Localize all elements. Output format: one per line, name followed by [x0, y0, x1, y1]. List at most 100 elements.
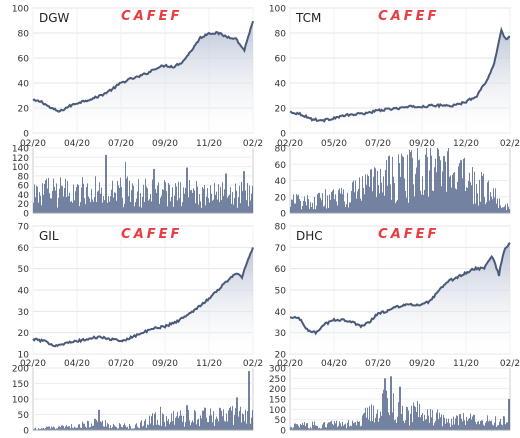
- volume-bar: [402, 156, 403, 213]
- volume-bar: [101, 187, 102, 213]
- volume-bar: [458, 425, 459, 430]
- volume-bar: [450, 175, 451, 213]
- volume-bar: [421, 414, 422, 430]
- volume-bar: [185, 187, 186, 213]
- volume-bar: [440, 417, 441, 430]
- volume-bar: [154, 168, 155, 213]
- volume-bar: [407, 407, 408, 430]
- volume-bar: [370, 421, 371, 430]
- volume-bar: [369, 406, 370, 430]
- volume-bar: [300, 200, 301, 213]
- volume-bar: [421, 194, 422, 213]
- volume-bar: [77, 427, 78, 430]
- volume-bar: [399, 162, 400, 213]
- volume-bar: [68, 426, 69, 430]
- volume-bar: [127, 426, 128, 430]
- volume-bar: [301, 425, 302, 430]
- volume-bar: [50, 428, 51, 430]
- volume-bar: [251, 193, 252, 213]
- volume-bar: [364, 194, 365, 213]
- volume-bar: [121, 426, 122, 430]
- volume-bar: [504, 206, 505, 213]
- volume-bar: [472, 167, 473, 213]
- volume-bar: [438, 149, 439, 213]
- volume-bar: [478, 205, 479, 213]
- volume-bar: [46, 178, 47, 213]
- volume-bar: [456, 415, 457, 430]
- price-y-tick-label: 80: [275, 223, 287, 233]
- volume-bar: [237, 207, 238, 213]
- volume-bar: [223, 409, 224, 430]
- volume-bar: [478, 421, 479, 430]
- volume-bar: [230, 406, 231, 430]
- volume-bar: [475, 203, 476, 213]
- volume-bar: [48, 426, 49, 430]
- x-tick-label: 09/20: [152, 139, 178, 149]
- volume-bar: [40, 428, 41, 430]
- volume-bar: [459, 414, 460, 430]
- volume-bar: [82, 421, 83, 430]
- volume-bar: [433, 191, 434, 213]
- ticker-label: DGW: [39, 11, 70, 25]
- volume-bar: [84, 423, 85, 430]
- volume-bar: [64, 428, 65, 430]
- price-y-tick-label: 70: [275, 244, 287, 254]
- volume-bar: [135, 424, 136, 430]
- volume-bar: [171, 197, 172, 213]
- volume-bar: [312, 202, 313, 213]
- volume-bar: [378, 184, 379, 213]
- volume-bar: [95, 418, 96, 430]
- volume-bar: [72, 202, 73, 213]
- volume-bar: [159, 425, 160, 430]
- volume-bar: [460, 413, 461, 430]
- volume-bar: [476, 424, 477, 430]
- volume-bar: [227, 421, 228, 430]
- volume-bar: [189, 420, 190, 430]
- volume-bar: [34, 184, 35, 213]
- volume-bar: [40, 195, 41, 213]
- volume-bar: [54, 186, 55, 213]
- volume-bar: [387, 398, 388, 430]
- volume-bar: [492, 199, 493, 213]
- volume-bar: [53, 426, 54, 430]
- volume-bar: [134, 428, 135, 430]
- volume-bar: [241, 181, 242, 213]
- volume-bar: [114, 192, 115, 213]
- volume-bar: [128, 428, 129, 430]
- volume-bar: [350, 202, 351, 213]
- volume-bar: [117, 180, 118, 213]
- volume-bar: [344, 201, 345, 213]
- volume-bar: [328, 207, 329, 213]
- volume-bar: [431, 155, 432, 213]
- volume-bar: [136, 423, 137, 430]
- volume-y-tick-label: 60: [275, 161, 287, 171]
- volume-bar: [334, 421, 335, 430]
- volume-bar: [496, 203, 497, 213]
- volume-bar: [482, 420, 483, 430]
- volume-bar: [306, 423, 307, 430]
- volume-bar: [412, 421, 413, 430]
- volume-bar: [54, 427, 55, 430]
- volume-bar: [305, 201, 306, 213]
- volume-bar: [248, 206, 249, 213]
- volume-bar: [293, 194, 294, 213]
- volume-bar: [243, 414, 244, 430]
- volume-bar: [439, 412, 440, 430]
- volume-bar: [198, 418, 199, 430]
- volume-bar: [228, 195, 229, 213]
- volume-bar: [327, 423, 328, 430]
- volume-bar: [62, 425, 63, 430]
- volume-bar: [482, 175, 483, 213]
- volume-bar: [301, 209, 302, 213]
- volume-bar: [150, 194, 151, 213]
- volume-bar: [365, 407, 366, 430]
- volume-bar: [395, 203, 396, 213]
- volume-bar: [202, 187, 203, 213]
- volume-bar: [423, 195, 424, 213]
- volume-bar: [415, 174, 416, 213]
- volume-bar: [427, 409, 428, 430]
- volume-bar: [317, 426, 318, 430]
- price-line: [289, 242, 511, 336]
- volume-bar: [330, 421, 331, 430]
